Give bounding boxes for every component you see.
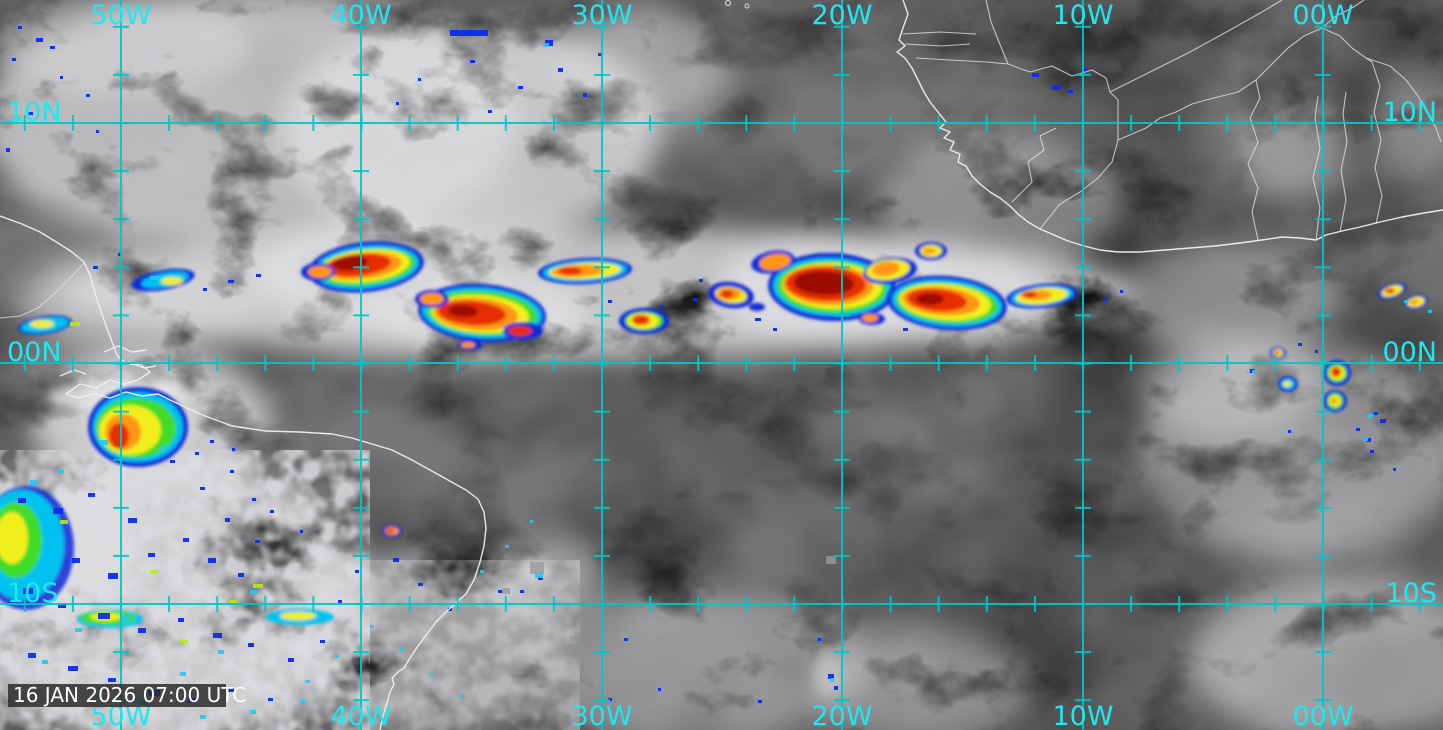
latitude-label-left-00N: 00N bbox=[7, 337, 62, 368]
longitude-label-top-20W: 20W bbox=[811, 0, 872, 31]
timestamp-bar-background bbox=[8, 684, 226, 707]
convection-cell-20w-major bbox=[751, 250, 917, 325]
longitude-label-bottom-30W: 30W bbox=[571, 701, 632, 730]
longitude-label-top-00W: 00W bbox=[1292, 0, 1353, 31]
convection-cell-31w-streak bbox=[538, 257, 632, 285]
coastline-west-africa bbox=[896, 0, 1443, 253]
timestamp-text: 16 JAN 2026 07:00 UTC bbox=[13, 683, 246, 707]
cape-verde-islands bbox=[724, 0, 750, 9]
longitude-label-bottom-20W: 20W bbox=[811, 701, 872, 730]
convection-layer bbox=[0, 26, 1432, 719]
country-borders-west-africa bbox=[902, 0, 1442, 241]
convection-cell-24w bbox=[708, 281, 765, 311]
convection-cell-37w bbox=[415, 283, 546, 350]
border-guiana-inland bbox=[0, 262, 85, 319]
speckled-cloud-field-sw bbox=[0, 450, 370, 730]
longitude-label-bottom-10W: 10W bbox=[1052, 701, 1113, 730]
timestamp-bar: 16 JAN 2026 07:00 UTC bbox=[8, 683, 246, 707]
latitude-label-right-10S: 10S bbox=[1386, 578, 1438, 609]
longitude-label-top-10W: 10W bbox=[1052, 0, 1113, 31]
convection-cell-17w bbox=[887, 242, 1007, 331]
longitude-label-top-40W: 40W bbox=[330, 0, 391, 31]
latitude-label-right-10N: 10N bbox=[1382, 97, 1437, 128]
convection-cell-14w-streak bbox=[1006, 283, 1078, 309]
longitude-label-bottom-00W: 00W bbox=[1292, 701, 1353, 730]
longitude-label-top-30W: 30W bbox=[571, 0, 632, 31]
latitude-label-left-10S: 10S bbox=[7, 578, 59, 609]
convection-cells-00w-equator bbox=[1270, 282, 1428, 412]
longitude-label-top-50W: 50W bbox=[90, 0, 151, 31]
convection-cell-amazon-delta bbox=[88, 387, 188, 467]
longitude-label-bottom-40W: 40W bbox=[330, 701, 391, 730]
latitude-label-left-10N: 10N bbox=[7, 97, 62, 128]
latitude-label-right-00N: 00N bbox=[1382, 337, 1437, 368]
small-bright-cells bbox=[502, 556, 846, 708]
coastline-south-america bbox=[0, 215, 487, 730]
speckled-cloud-field-brazil-coast bbox=[360, 560, 580, 730]
convection-cell-28w bbox=[619, 308, 669, 334]
